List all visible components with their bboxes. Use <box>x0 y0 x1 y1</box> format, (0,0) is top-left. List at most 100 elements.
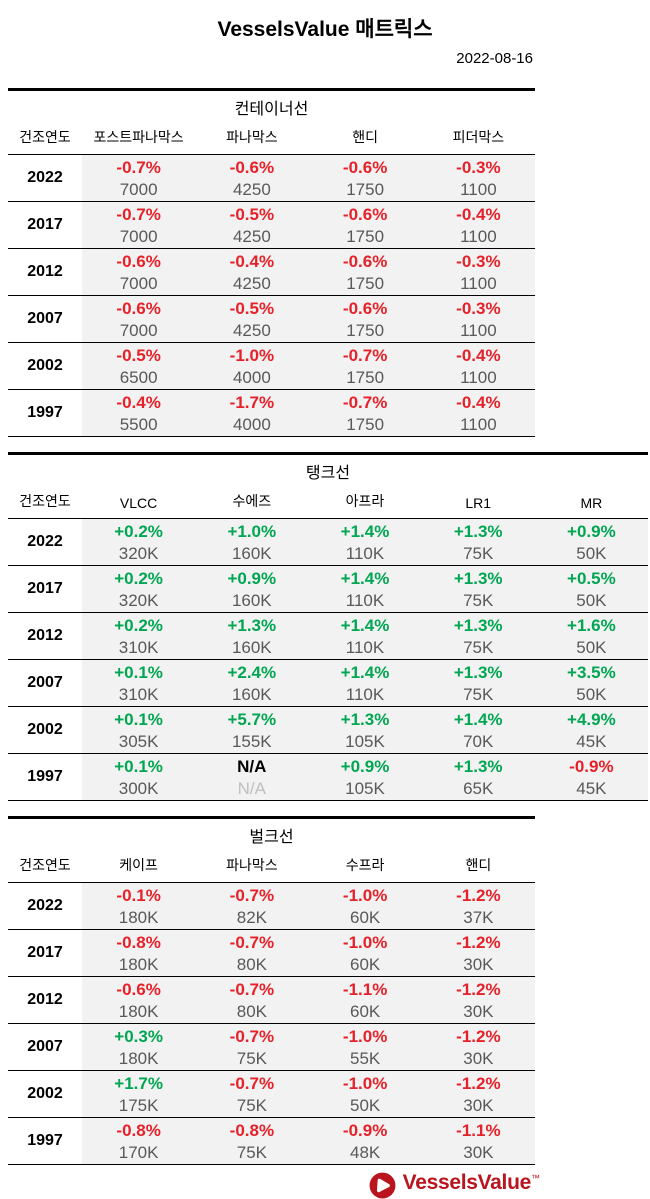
pct-change-value: +3.5% <box>567 663 616 682</box>
value-cell: -0.4% 1100 <box>421 343 535 389</box>
value-cell: -0.3% 1100 <box>421 249 535 295</box>
pct-change-value: -0.6% <box>342 205 388 224</box>
vessel-size-value: 4000 <box>232 368 271 387</box>
vessel-size-value: 75K <box>463 544 494 563</box>
vessel-size-value: N/A <box>237 779 266 798</box>
vessel-size-value: 180K <box>118 1049 159 1068</box>
build-year-cell: 2002 <box>8 1071 82 1117</box>
value-cell: -0.6% 1750 <box>308 296 422 342</box>
vessel-size-value: 75K <box>463 591 494 610</box>
pct-change-value: +0.9% <box>340 757 390 776</box>
pct-change-value: -1.1% <box>456 1121 501 1140</box>
value-cell: -0.3% 1100 <box>421 155 535 201</box>
vessel-size-value: 7000 <box>119 274 158 293</box>
vessel-size-value: 110K <box>345 591 385 610</box>
column-header: MR <box>580 495 603 511</box>
pct-change-value: +2.4% <box>227 663 277 682</box>
value-cell: -0.3% 1100 <box>421 296 535 342</box>
value-cell: +0.9% 105K <box>308 754 422 800</box>
build-year-cell: 2022 <box>8 155 82 201</box>
pct-change-value: +1.4% <box>340 616 390 635</box>
pct-change-value: -0.4% <box>229 252 275 271</box>
value-cell: -1.2% 37K <box>421 883 535 929</box>
value-cell: +0.3% 180K <box>82 1024 196 1070</box>
table-container-ships: 컨테이너선 건조연도 포스트파나막스 파나막스 핸디 피더막스 2022 -0.7% 7000-… <box>8 88 535 437</box>
value-cell: -1.7% 4000 <box>195 390 309 436</box>
vessel-size-value: 1100 <box>460 415 497 434</box>
build-year-cell: 2017 <box>8 202 82 248</box>
build-year-cell: 2017 <box>8 930 82 976</box>
value-cell: -0.5% 4250 <box>195 296 309 342</box>
pct-change-value: -0.6% <box>342 158 388 177</box>
table-header-row: 건조연도 케이프 파나막스 수프라 핸디 <box>8 849 535 883</box>
pct-change-value: -1.2% <box>456 1074 501 1093</box>
table-row: 2007 -0.6% 7000 -0.5% 4250 -0.6% 1750 -0.3% 1100 <box>8 296 535 343</box>
pct-change-value: -1.0% <box>229 346 275 365</box>
vessel-size-value: 4250 <box>232 180 271 199</box>
year-column-header: 건조연도 <box>19 129 71 145</box>
pct-change-value: +0.1% <box>114 757 163 776</box>
value-cell: -0.7% 75K <box>195 1071 309 1117</box>
build-year-cell: 2022 <box>8 519 82 565</box>
value-cell: +1.0% 160K <box>195 519 309 565</box>
vessel-size-value: 320K <box>118 544 159 563</box>
vessel-size-value: 105K <box>345 779 385 798</box>
value-cell: -0.6% 180K <box>82 977 196 1023</box>
value-cell: +1.3% 75K <box>421 519 535 565</box>
value-cell: -0.8% 75K <box>195 1118 309 1164</box>
pct-change-value: -0.4% <box>116 393 161 412</box>
column-header: 케이프 <box>119 857 158 873</box>
value-cell: -0.8% 180K <box>82 930 196 976</box>
value-cell: -0.6% 1750 <box>308 202 422 248</box>
value-cell: -0.9% 45K <box>534 754 648 800</box>
vessel-size-value: 1750 <box>346 415 385 434</box>
value-cell: -1.1% 60K <box>308 977 422 1023</box>
vessel-size-value: 30K <box>463 1143 494 1162</box>
build-year-cell: 1997 <box>8 754 82 800</box>
vessel-size-value: 4250 <box>232 274 271 293</box>
pct-change-value: +0.2% <box>114 616 163 635</box>
vessel-size-value: 50K <box>576 638 607 657</box>
pct-change-value: -1.0% <box>342 1027 388 1046</box>
year-column-header: 건조연도 <box>19 493 71 509</box>
vessel-size-value: 60K <box>350 955 381 974</box>
value-cell: -0.6% 7000 <box>82 296 196 342</box>
pct-change-value: -0.6% <box>116 980 161 999</box>
vessel-size-value: 80K <box>236 1002 267 1021</box>
vessel-size-value: 1100 <box>460 227 497 246</box>
value-cell: +1.3% 75K <box>421 566 535 612</box>
pct-change-value: -0.3% <box>456 158 501 177</box>
column-header: 아프라 <box>345 493 385 509</box>
pct-change-value: +0.2% <box>114 569 163 588</box>
pct-change-value: -0.7% <box>229 1027 275 1046</box>
value-cell: -0.7% 1750 <box>308 343 422 389</box>
value-cell: -1.0% 50K <box>308 1071 422 1117</box>
value-cell: +1.3% 65K <box>421 754 535 800</box>
column-header: 피더막스 <box>452 129 505 145</box>
table-header-row: 건조연도 포스트파나막스 파나막스 핸디 피더막스 <box>8 121 535 155</box>
pct-change-value: -0.7% <box>342 393 388 412</box>
pct-change-value: +1.4% <box>453 710 503 729</box>
value-cell: -1.0% 4000 <box>195 343 309 389</box>
vessel-size-value: 310K <box>118 638 159 657</box>
vessel-size-value: 160K <box>231 591 272 610</box>
pct-change-value: +0.2% <box>114 522 163 541</box>
pct-change-value: -0.7% <box>229 1074 275 1093</box>
trademark-symbol: ™ <box>531 1173 540 1183</box>
value-cell: -1.0% 60K <box>308 883 422 929</box>
vessel-size-value: 75K <box>236 1143 267 1162</box>
pct-change-value: +1.4% <box>340 663 390 682</box>
vessel-size-value: 1750 <box>346 321 385 340</box>
pct-change-value: +1.0% <box>227 522 277 541</box>
build-year-cell: 2017 <box>8 566 82 612</box>
pct-change-value: -0.7% <box>116 158 161 177</box>
vessel-size-value: 75K <box>236 1096 267 1115</box>
value-cell: N/A N/A <box>195 754 309 800</box>
table-header-row: 건조연도 VLCC 수에즈 아프라 LR1 MR <box>8 485 648 519</box>
vessel-size-value: 45K <box>576 732 607 751</box>
column-header: 파나막스 <box>226 857 278 873</box>
value-cell: -0.6% 4250 <box>195 155 309 201</box>
vessel-size-value: 110K <box>345 638 385 657</box>
pct-change-value: -0.4% <box>456 205 501 224</box>
value-cell: -1.2% 30K <box>421 930 535 976</box>
